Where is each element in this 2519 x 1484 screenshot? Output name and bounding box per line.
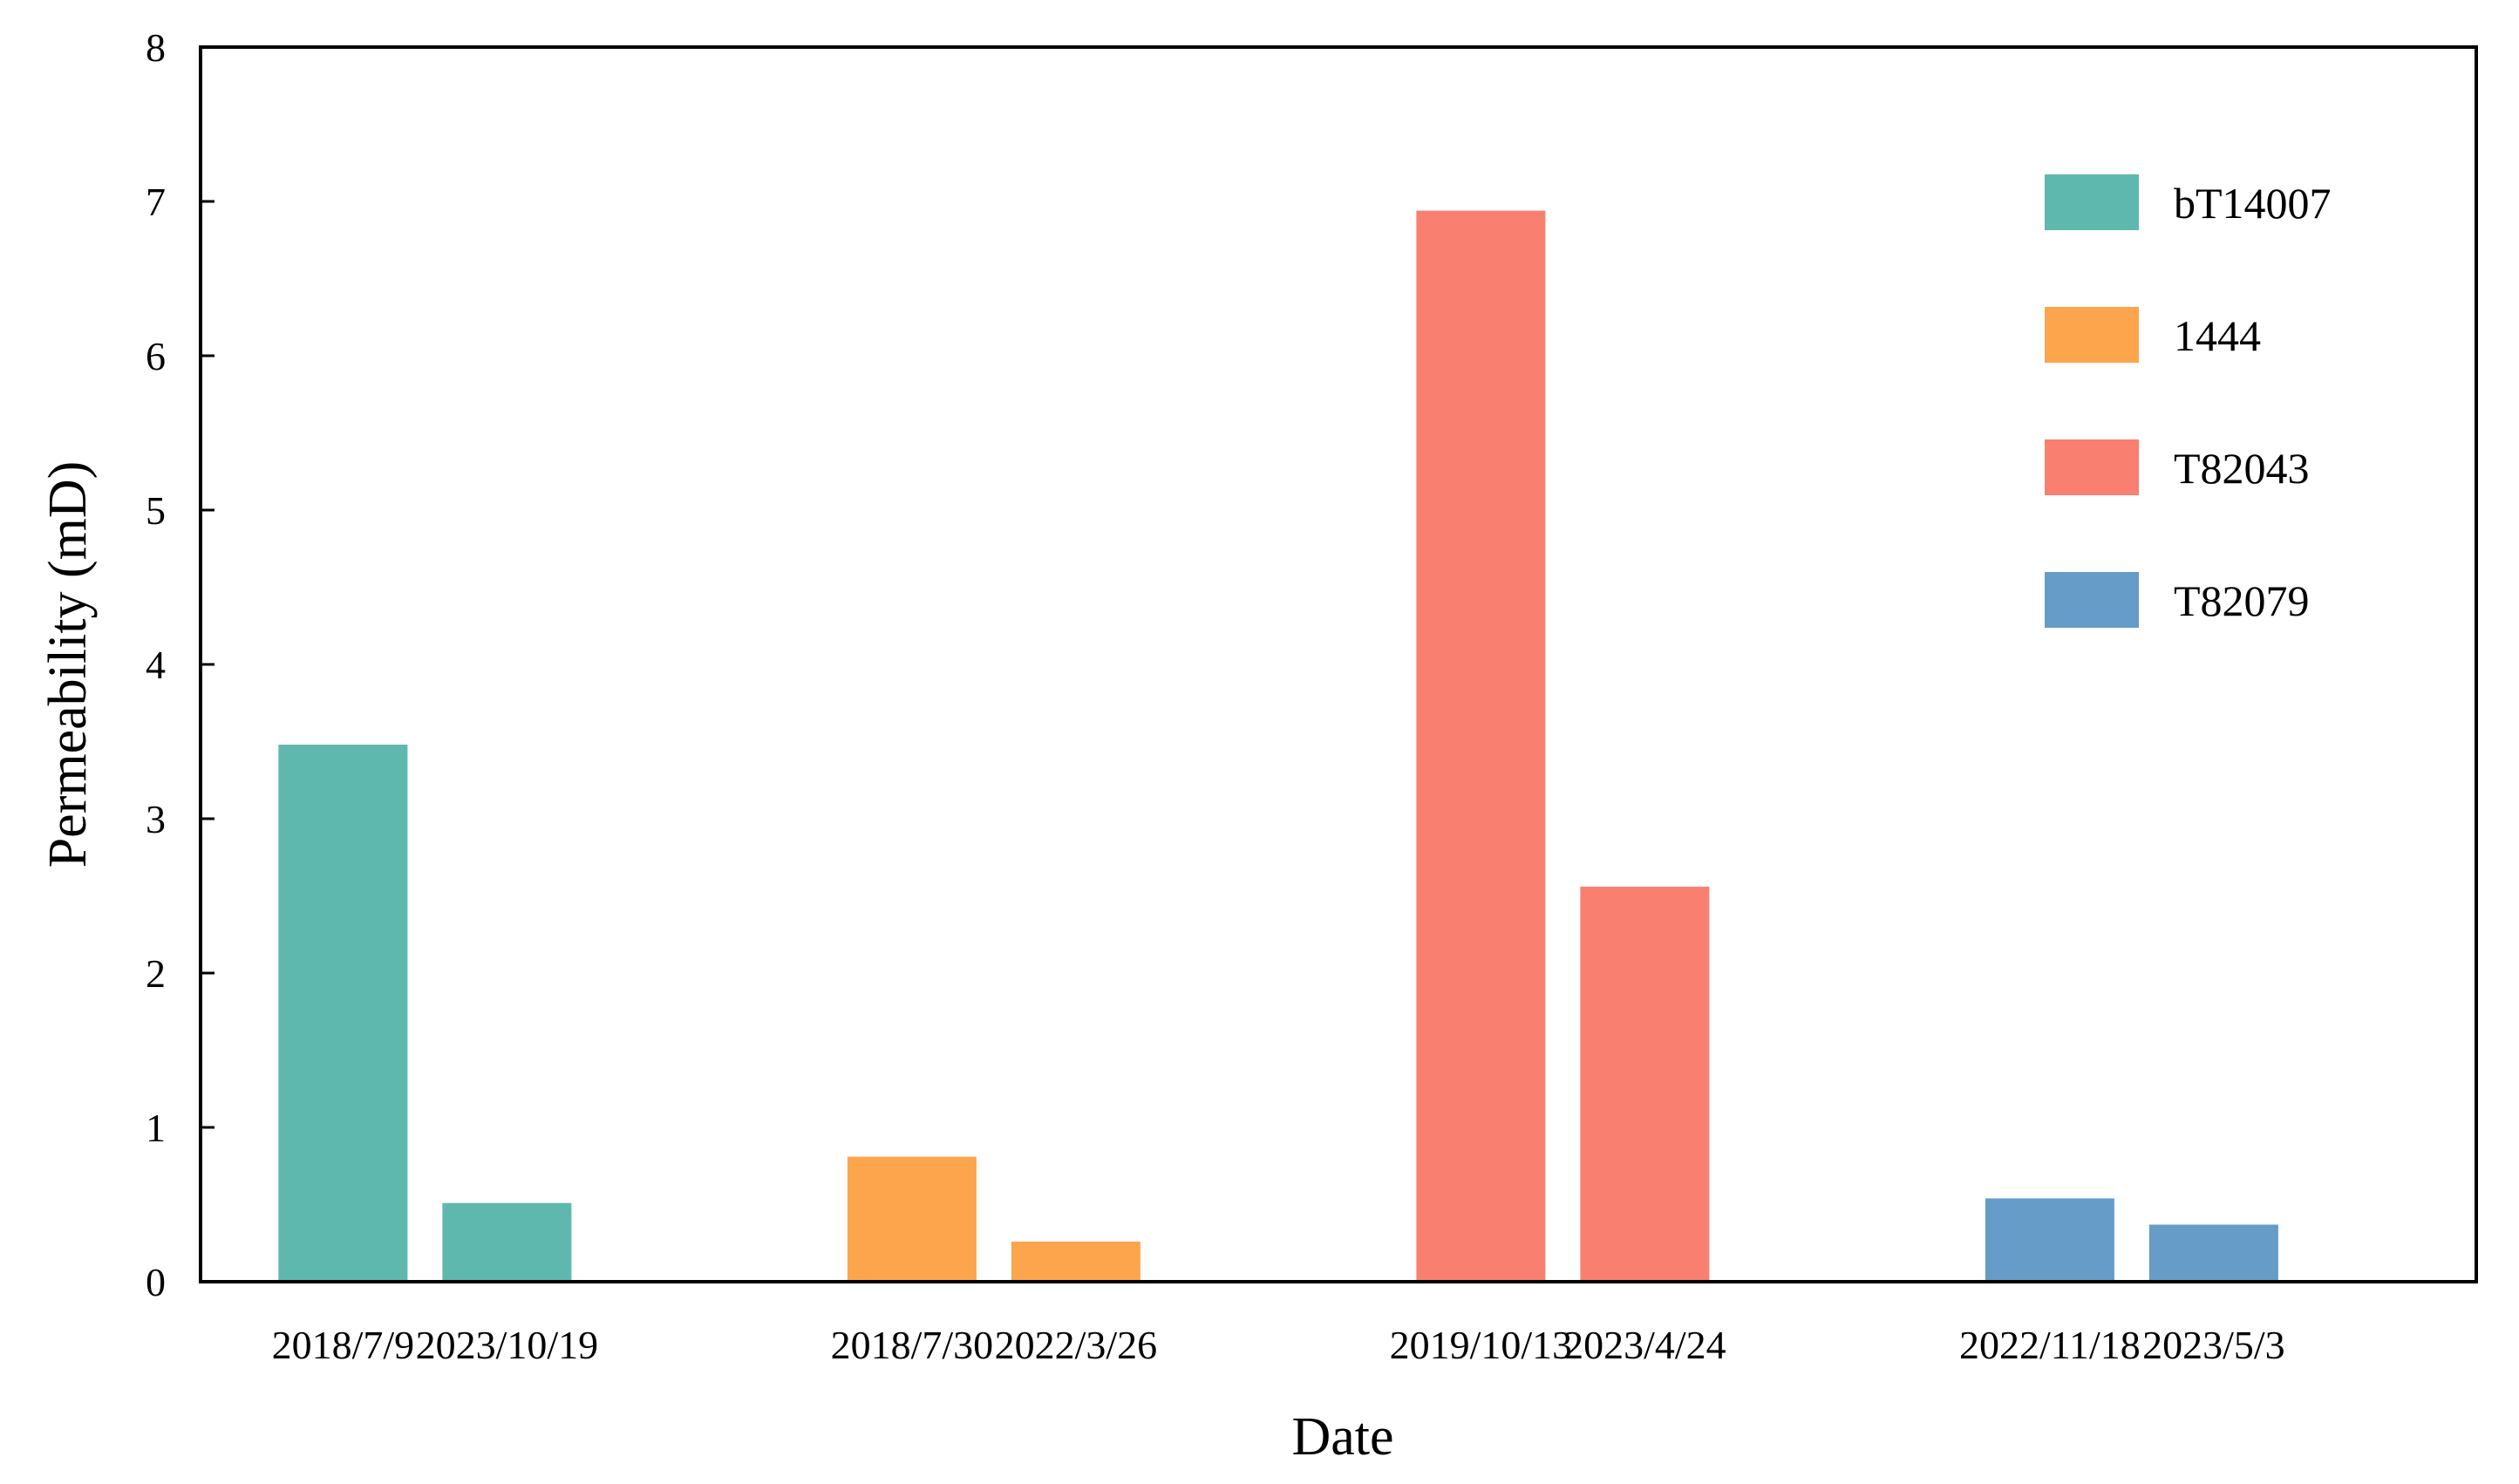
legend: bT14007 1444 T82043 T82079	[2045, 174, 2332, 628]
bar	[1011, 1241, 1140, 1282]
y-tick-label: 0	[146, 1260, 166, 1304]
bar	[442, 1202, 572, 1282]
plot-frame	[199, 45, 2478, 1283]
y-tick-label: 1	[146, 1106, 166, 1150]
x-tick-label: 2023/10/19	[416, 1323, 599, 1367]
legend-swatch	[2045, 439, 2139, 495]
y-tick-label: 4	[146, 643, 166, 687]
y-tick-label: 3	[146, 797, 166, 841]
x-tick-labels: 2018/7/9 2023/10/19 2018/7/30 2022/3/26 2019…	[272, 1323, 2285, 1367]
legend-swatch	[2045, 572, 2139, 628]
bar	[847, 1156, 977, 1282]
legend-label: 1444	[2174, 311, 2261, 360]
y-axis-title: Permeability (mD)	[38, 461, 98, 868]
y-tick-label: 2	[146, 951, 166, 996]
y-tick-label: 6	[146, 334, 166, 378]
legend-label: bT14007	[2174, 179, 2332, 228]
y-tick-label: 7	[146, 180, 166, 224]
y-tick-label: 8	[146, 25, 166, 70]
x-axis-title: Date	[1291, 1407, 1393, 1467]
y-axis-ticks: 0 1 2 3 4 5 6 7 8	[146, 25, 214, 1304]
bar	[2148, 1224, 2278, 1282]
x-tick-label: 2018/7/30	[831, 1323, 994, 1367]
legend-swatch	[2045, 174, 2139, 230]
x-tick-label: 2018/7/9	[272, 1323, 415, 1367]
legend-label: T82079	[2174, 576, 2310, 625]
legend-label: T82043	[2174, 444, 2310, 493]
bar	[278, 745, 408, 1282]
bar	[1416, 210, 1546, 1282]
legend-swatch	[2045, 307, 2139, 363]
bar	[1580, 886, 1710, 1282]
x-tick-label: 2022/3/26	[995, 1323, 1158, 1367]
x-tick-label: 2019/10/13	[1390, 1323, 1573, 1367]
y-tick-label: 5	[146, 488, 166, 533]
x-tick-label: 2023/4/24	[1563, 1323, 1726, 1367]
x-tick-label: 2022/11/18	[1959, 1323, 2141, 1367]
x-tick-label: 2023/5/3	[2142, 1323, 2285, 1367]
bars-layer	[278, 210, 2278, 1282]
bar	[1985, 1198, 2114, 1282]
